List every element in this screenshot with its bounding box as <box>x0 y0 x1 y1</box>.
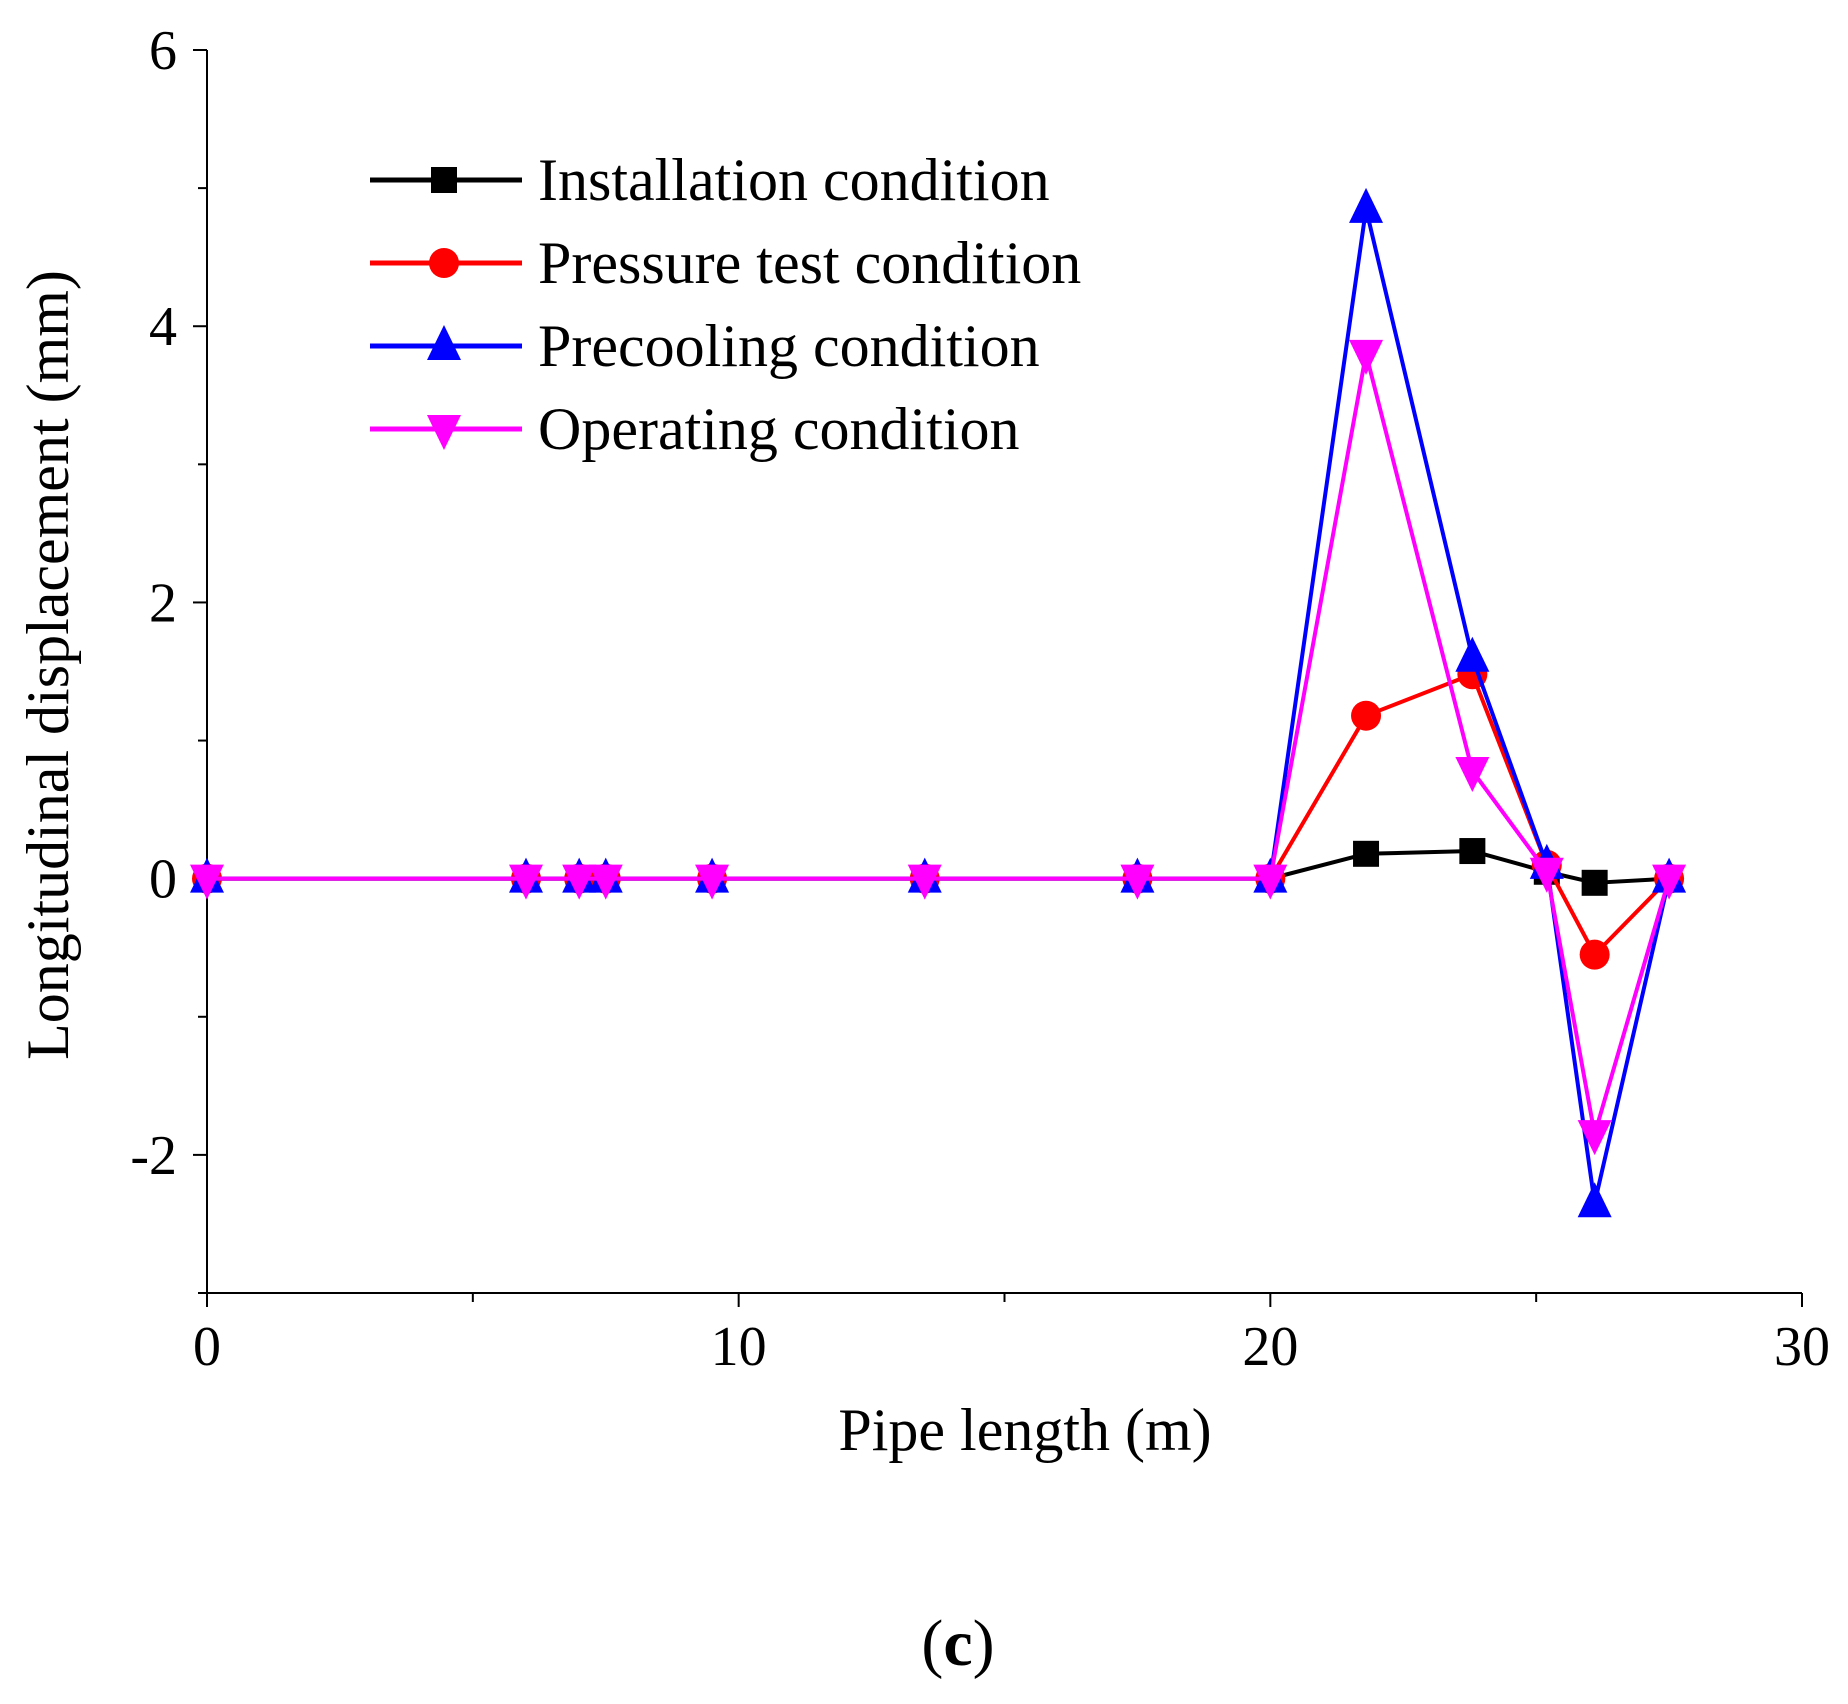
data-point <box>1349 339 1384 375</box>
data-point <box>907 864 942 900</box>
legend-marker <box>427 415 461 450</box>
data-point <box>1253 864 1288 900</box>
legend-entry: Precooling condition <box>370 313 1040 379</box>
data-point <box>588 864 623 900</box>
data-point <box>190 864 224 900</box>
series-line <box>207 351 1672 1137</box>
data-point <box>509 864 543 900</box>
data-point <box>1455 756 1490 792</box>
x-tick-label: 30 <box>1774 1316 1830 1378</box>
y-tick-label: -2 <box>130 1125 177 1187</box>
legend-marker <box>431 167 457 193</box>
legend-entry: Operating condition <box>370 396 1020 462</box>
data-point <box>1120 864 1155 900</box>
panel-label: (c) <box>921 1607 994 1680</box>
y-tick-label: 4 <box>149 296 177 358</box>
legend-marker <box>427 325 461 360</box>
legend-label: Precooling condition <box>538 313 1040 379</box>
y-tick-label: 2 <box>149 572 177 634</box>
series-layer <box>190 187 1687 1218</box>
data-point <box>1353 840 1380 867</box>
data-point <box>562 864 597 900</box>
data-point <box>695 864 730 900</box>
legend-label: Installation condition <box>538 147 1050 213</box>
legend-entry: Installation condition <box>370 147 1050 213</box>
y-tick-label: 6 <box>149 20 177 82</box>
y-tick-label: 0 <box>149 849 177 911</box>
data-point <box>1579 939 1610 970</box>
axes: 0 10 20 30 -2 0 2 4 6 <box>130 20 1830 1378</box>
legend-label: Operating condition <box>538 396 1020 462</box>
legend-label: Pressure test condition <box>538 230 1081 296</box>
data-point <box>1652 864 1687 900</box>
y-axis-title: Longitudinal displacement (mm) <box>15 270 81 1060</box>
data-point <box>1577 1182 1612 1218</box>
legend-entry: Pressure test condition <box>370 230 1081 296</box>
data-point <box>1577 1120 1612 1156</box>
series-line <box>207 672 1671 957</box>
x-tick-label: 20 <box>1242 1316 1298 1378</box>
data-point <box>1349 187 1384 223</box>
legend-marker <box>429 248 459 278</box>
series-2 <box>192 659 1685 970</box>
x-tick-label: 0 <box>193 1316 221 1378</box>
legend: Installation condition Pressure test cond… <box>370 147 1081 462</box>
data-point <box>1581 869 1608 896</box>
series-4 <box>190 339 1687 1156</box>
data-point <box>1459 838 1486 865</box>
data-point <box>1455 636 1490 672</box>
x-axis-title: Pipe length (m) <box>838 1397 1211 1463</box>
x-tick-label: 10 <box>711 1316 767 1378</box>
data-point <box>1351 700 1382 731</box>
data-point <box>1529 857 1564 893</box>
